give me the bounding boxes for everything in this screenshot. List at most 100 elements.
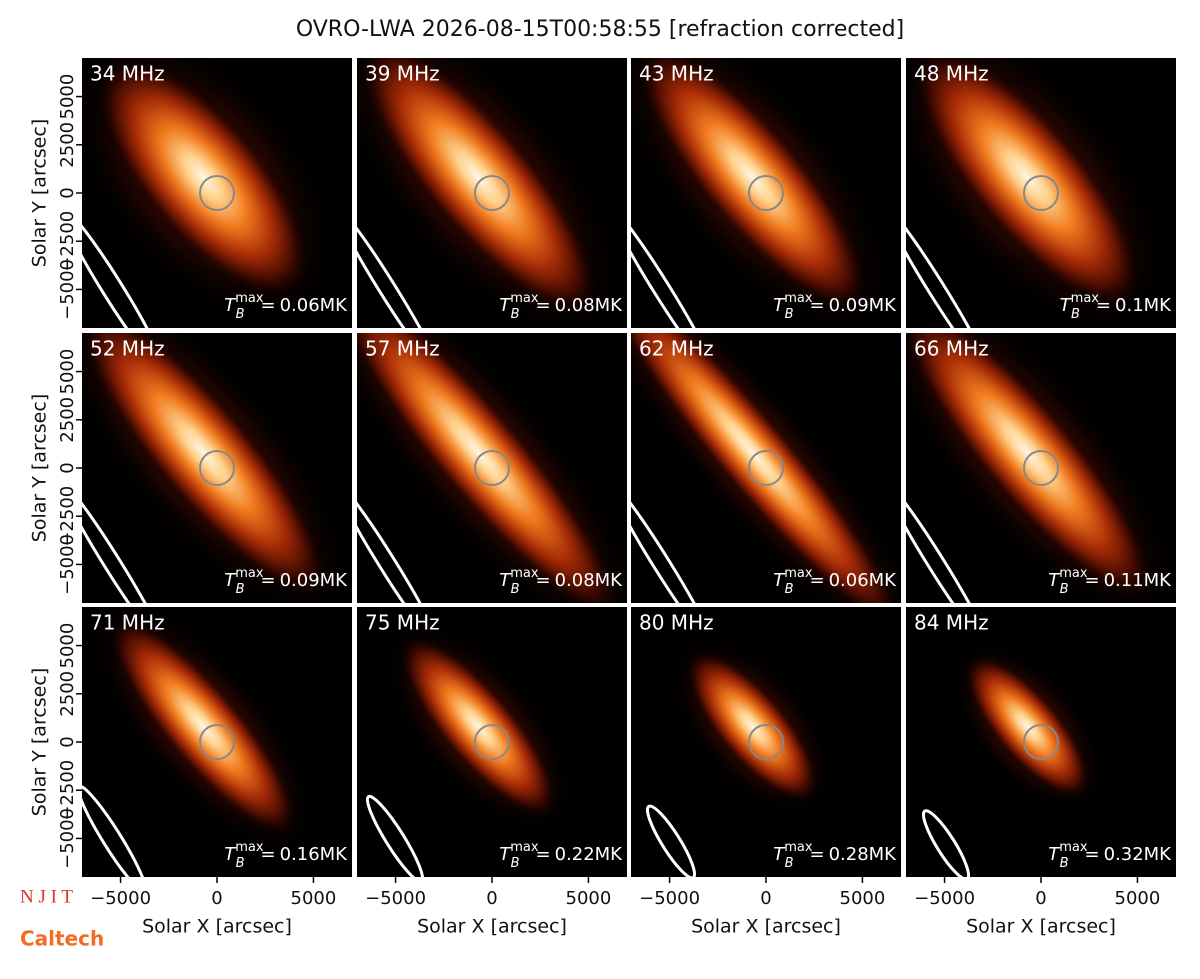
- x-axis-label: Solar X [arcsec]: [142, 916, 292, 938]
- solar-disk: [474, 724, 510, 760]
- tmax-value: 0.22: [555, 844, 595, 865]
- tmax-sup: max: [510, 291, 539, 306]
- panel: [82, 607, 352, 877]
- tmax-label: Tmax B = 0.06MK: [224, 291, 348, 322]
- emission: [82, 333, 329, 598]
- tmax-eq: =: [260, 570, 275, 591]
- emission: [96, 58, 311, 300]
- beam: [906, 205, 989, 328]
- tmax-sub: B: [1071, 307, 1080, 322]
- y-tick-label: −5000: [57, 808, 78, 869]
- beam: [82, 480, 165, 603]
- tmax-sup: max: [1071, 291, 1100, 306]
- panel: [357, 58, 627, 328]
- tmax-sup: max: [510, 840, 539, 855]
- x-axis-label: Solar X [arcsec]: [417, 916, 567, 938]
- x-tick-label: −5000: [639, 888, 700, 909]
- panel-title: 80 MHz: [639, 611, 714, 635]
- panel-title: 75 MHz: [365, 611, 440, 635]
- x-tick-label: 0: [1035, 888, 1046, 909]
- tmax-symbol: T: [499, 570, 512, 591]
- tmax-sub: B: [511, 582, 520, 597]
- solar-disk: [474, 450, 510, 486]
- y-tick-label: 0: [57, 736, 78, 747]
- tmax-eq: =: [809, 295, 824, 316]
- emission: [906, 333, 1156, 602]
- beam: [645, 804, 697, 877]
- panel: [906, 58, 1176, 328]
- tmax-sup: max: [235, 566, 264, 581]
- emission: [636, 58, 869, 313]
- solar-disk: [1023, 450, 1059, 486]
- tmax-label: Tmax B = 0.16MK: [224, 840, 348, 871]
- tmax-label: Tmax B = 0.08MK: [499, 291, 623, 322]
- tmax-value: 0.08: [555, 570, 595, 591]
- tmax-label: Tmax B = 0.11MK: [1048, 566, 1172, 597]
- beam: [921, 809, 971, 877]
- tmax-eq: =: [535, 844, 550, 865]
- beam: [82, 784, 148, 877]
- tmax-eq: =: [535, 570, 550, 591]
- solar-disk: [474, 175, 510, 211]
- panel-title: 66 MHz: [914, 337, 989, 361]
- x-tick-label: −5000: [90, 888, 151, 909]
- panel: [82, 333, 352, 603]
- tmax-sup: max: [784, 566, 813, 581]
- tmax-symbol: T: [1048, 570, 1061, 591]
- emission: [912, 58, 1143, 310]
- panel: [631, 607, 901, 877]
- y-tick-label: 5000: [57, 349, 78, 395]
- tmax-unit: MK: [595, 844, 624, 865]
- beam: [357, 480, 440, 603]
- tmax-sub: B: [236, 307, 245, 322]
- emission: [357, 333, 621, 603]
- tmax-eq: =: [1084, 844, 1099, 865]
- tmax-eq: =: [809, 844, 824, 865]
- emission: [685, 650, 820, 803]
- tmax-symbol: T: [773, 295, 786, 316]
- y-axis-label: Solar Y [arcsec]: [29, 668, 51, 816]
- y-tick-label: 0: [57, 187, 78, 198]
- beam: [365, 794, 425, 877]
- panel-title: 48 MHz: [914, 62, 989, 86]
- tmax-sub: B: [1060, 856, 1069, 871]
- tmax-eq: =: [260, 295, 275, 316]
- beam: [357, 205, 440, 328]
- panel-title: 84 MHz: [914, 611, 989, 635]
- panel-title: 52 MHz: [90, 337, 165, 361]
- tmax-value: 0.09: [829, 295, 869, 316]
- panel: [82, 58, 352, 328]
- solar-disk: [748, 175, 784, 211]
- emission: [631, 333, 901, 603]
- solar-disk: [199, 724, 235, 760]
- tmax-value: 0.11: [1104, 570, 1144, 591]
- tmax-value: 0.1: [1115, 295, 1144, 316]
- tmax-symbol: T: [1060, 295, 1073, 316]
- tmax-unit: MK: [320, 570, 349, 591]
- tmax-eq: =: [809, 570, 824, 591]
- emission: [108, 616, 299, 837]
- tmax-label: Tmax B = 0.09MK: [224, 566, 348, 597]
- x-tick-label: −5000: [914, 888, 975, 909]
- tmax-unit: MK: [320, 844, 349, 865]
- solar-disk: [748, 450, 784, 486]
- tmax-sub: B: [511, 307, 520, 322]
- tmax-sub: B: [1060, 582, 1069, 597]
- y-tick-label: 5000: [57, 623, 78, 669]
- x-axis-label: Solar X [arcsec]: [691, 916, 841, 938]
- tmax-symbol: T: [773, 570, 786, 591]
- tmax-sup: max: [784, 291, 813, 306]
- y-tick-label: −2500: [57, 486, 78, 547]
- tmax-value: 0.08: [555, 295, 595, 316]
- logo-caltech: Caltech: [20, 927, 104, 951]
- beam: [631, 480, 714, 603]
- solar-disk: [199, 450, 235, 486]
- y-axis-label: Solar Y [arcsec]: [29, 394, 51, 542]
- tmax-sub: B: [785, 856, 794, 871]
- x-tick-label: 0: [211, 888, 222, 909]
- tmax-label: Tmax B = 0.1MK: [1060, 291, 1173, 322]
- tmax-symbol: T: [499, 295, 512, 316]
- tmax-sub: B: [785, 582, 794, 597]
- x-tick-label: 5000: [840, 888, 886, 909]
